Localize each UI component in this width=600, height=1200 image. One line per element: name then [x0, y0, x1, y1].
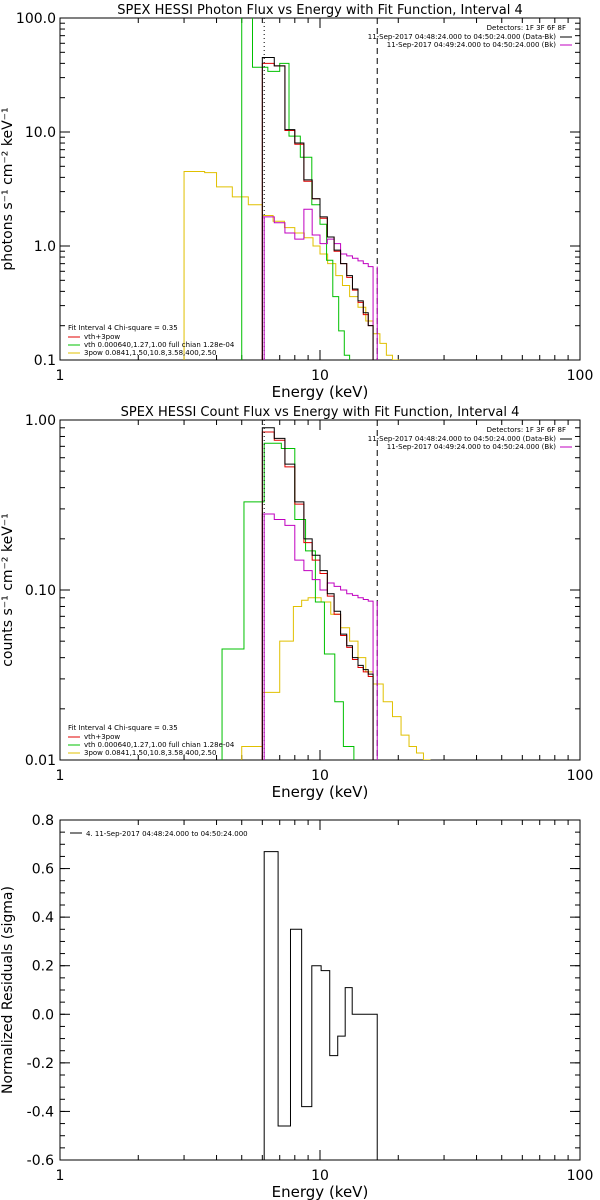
y-axis-label: Normalized Residuals (sigma) — [0, 886, 16, 1094]
x-tick-label: 1 — [56, 768, 65, 784]
x-tick-label: 100 — [567, 368, 594, 384]
series-0-line — [261, 57, 374, 360]
residual-line — [263, 851, 378, 1160]
x-tick-label: 100 — [567, 1168, 594, 1184]
legend-item-0: vth+3pow — [84, 333, 120, 341]
x-tick-label: 10 — [311, 1168, 329, 1184]
y-tick-label: -0.2 — [27, 1056, 54, 1072]
legend-bottom-left: Fit Interval 4 Chi-square = 0.35vth+3pow… — [68, 724, 235, 757]
x-tick-label: 10 — [311, 368, 329, 384]
series-0-line — [261, 427, 374, 760]
series-1-line — [261, 62, 374, 360]
y-tick-label: -0.6 — [27, 1153, 54, 1169]
y-tick-label: 1.00 — [25, 413, 56, 429]
legend-bottom-left: Fit Interval 4 Chi-square = 0.35vth+3pow… — [68, 324, 235, 357]
y-tick-label: 0.2 — [32, 959, 54, 975]
series-4-line — [261, 513, 374, 760]
legend-item-0: vth+3pow — [84, 733, 120, 741]
series-1-line — [261, 431, 374, 760]
legend2-item-1: 11-Sep-2017 04:49:24.000 to 04:50:24.000… — [387, 443, 557, 451]
legend-top-left: 4. 11-Sep-2017 04:48:24.000 to 04:50:24.… — [70, 830, 248, 838]
chart-panel-1: 1 10 100 0.1 1.0 10.0 100.0 SPEX HESSI Photon F… — [0, 3, 594, 401]
series-3-line — [241, 597, 431, 760]
y-tick-label: 0.0 — [32, 1007, 54, 1023]
legend-item-1: vth 0.000640,1.27,1.00 full chian 1.28e-… — [84, 341, 235, 349]
y-axis-label: counts s⁻¹ cm⁻² keV⁻¹ — [0, 513, 16, 667]
y-axis-label: photons s⁻¹ cm⁻² keV⁻¹ — [0, 107, 16, 270]
legend-title: Fit Interval 4 Chi-square = 0.35 — [68, 724, 178, 732]
y-tick-label: 0.1 — [34, 353, 56, 369]
x-axis-label: Energy (keV) — [272, 1183, 369, 1200]
y-tick-label: 0.01 — [25, 753, 56, 769]
y-tick-label: 100.0 — [16, 11, 56, 27]
x-tick-label: 1 — [56, 368, 65, 384]
y-tick-label: 0.10 — [25, 583, 56, 599]
x-axis-label: Energy (keV) — [272, 783, 369, 801]
legend2-title: Detectors: 1F 3F 6F 8F — [487, 24, 566, 32]
y-tick-label: 1.0 — [34, 239, 56, 255]
plot-area — [263, 851, 378, 1160]
y-tick-label: 0.4 — [32, 910, 54, 926]
plot-area — [221, 420, 431, 760]
legend2-item-1: 11-Sep-2017 04:49:24.000 to 04:50:24.000… — [387, 41, 557, 49]
legend2-item-0: 11-Sep-2017 04:48:24.000 to 04:50:24.000… — [368, 33, 557, 41]
chart-title: SPEX HESSI Photon Flux vs Energy with Fi… — [117, 3, 523, 18]
legend-item-2: 3pow 0.0841,1.50,10.8,3.58,400,2.50 — [84, 349, 216, 357]
legend-title: Fit Interval 4 Chi-square = 0.35 — [68, 324, 178, 332]
x-tick-label: 100 — [567, 768, 594, 784]
legend-item-1: vth 0.000640,1.27,1.00 full chian 1.28e-… — [84, 741, 235, 749]
y-tick-label: -0.4 — [27, 1104, 54, 1120]
y-tick-label: 10.0 — [25, 125, 56, 141]
legend-item-0: 4. 11-Sep-2017 04:48:24.000 to 04:50:24.… — [86, 830, 248, 838]
series-2-line — [221, 442, 355, 760]
plot-frame — [59, 17, 581, 361]
chart-panel-2: 1 10 100 0.01 0.10 1.00 SPEX HESSI Count Flux … — [0, 405, 594, 801]
plot-frame — [59, 819, 581, 1161]
legend2-title: Detectors: 1F 3F 6F 8F — [487, 426, 566, 434]
x-tick-label: 1 — [56, 1168, 65, 1184]
legend2-item-0: 11-Sep-2017 04:48:24.000 to 04:50:24.000… — [368, 435, 557, 443]
x-tick-label: 10 — [311, 768, 329, 784]
plot-area — [183, 18, 400, 360]
chart-title: SPEX HESSI Count Flux vs Energy with Fit… — [121, 405, 520, 420]
series-3-line — [183, 171, 400, 360]
y-tick-label: 0.8 — [32, 813, 54, 829]
chart-panel-3: 1 10 100 -0.6 -0.4 -0.2 0.0 0.2 0.4 0.6 0.8 Energy … — [0, 813, 593, 1200]
y-tick-label: 0.6 — [32, 862, 54, 878]
series-4-line — [261, 208, 374, 360]
series-2-line — [241, 18, 351, 360]
legend-item-2: 3pow 0.0841,1.50,10.8,3.58,400,2.50 — [84, 749, 216, 757]
x-axis-label: Energy (keV) — [272, 383, 369, 401]
